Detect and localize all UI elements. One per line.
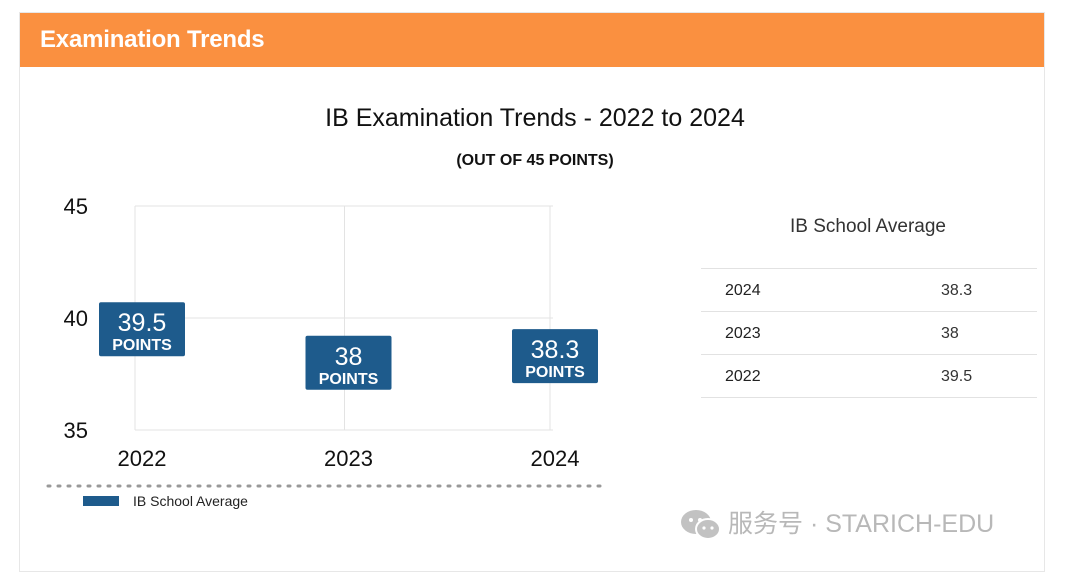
data-point xyxy=(512,329,598,384)
table-cell-year: 2024 xyxy=(725,282,761,299)
table-cell-year: 2022 xyxy=(725,368,761,385)
y-tick-label: 35 xyxy=(64,418,88,443)
x-tick-label: 2023 xyxy=(324,446,373,471)
section-header: Examination Trends xyxy=(20,13,1044,67)
data-label: 38.3 xyxy=(531,336,580,364)
data-label: 38 xyxy=(335,343,363,371)
y-tick-label: 45 xyxy=(64,194,88,219)
table-cell-value: 38 xyxy=(941,325,959,342)
table-cell-value: 39.5 xyxy=(941,368,973,385)
y-tick-label: 40 xyxy=(64,306,88,331)
report-panel: Examination Trends xyxy=(19,12,1045,572)
data-label-unit: POINTS xyxy=(319,371,379,388)
legend-swatch xyxy=(83,496,119,506)
table-row: 2022 39.5 xyxy=(701,355,1037,398)
data-label: 39.5 xyxy=(118,309,167,337)
watermark-text: 服务号 · STARICH-EDU xyxy=(728,510,995,538)
chart-subtitle: (OUT OF 45 POINTS) xyxy=(456,152,614,169)
legend-label: IB School Average xyxy=(133,493,248,509)
x-tick-label: 2022 xyxy=(118,446,167,471)
wechat-icon xyxy=(681,510,721,540)
data-point xyxy=(99,302,185,357)
table-cell-year: 2023 xyxy=(725,325,761,342)
data-point xyxy=(305,335,392,390)
data-label-unit: POINTS xyxy=(525,364,585,381)
table-cell-value: 38.3 xyxy=(941,282,973,299)
data-label-unit: POINTS xyxy=(112,337,172,354)
averages-table: 2024 38.3 2023 38 2022 39.5 xyxy=(701,268,1037,398)
section-title: Examination Trends xyxy=(40,26,265,53)
table-title: IB School Average xyxy=(790,216,946,237)
chart-title: IB Examination Trends - 2022 to 2024 xyxy=(325,104,745,132)
table-row: 2023 38 xyxy=(701,312,1037,355)
x-tick-label: 2024 xyxy=(531,446,580,471)
table-row: 2024 38.3 xyxy=(701,269,1037,312)
